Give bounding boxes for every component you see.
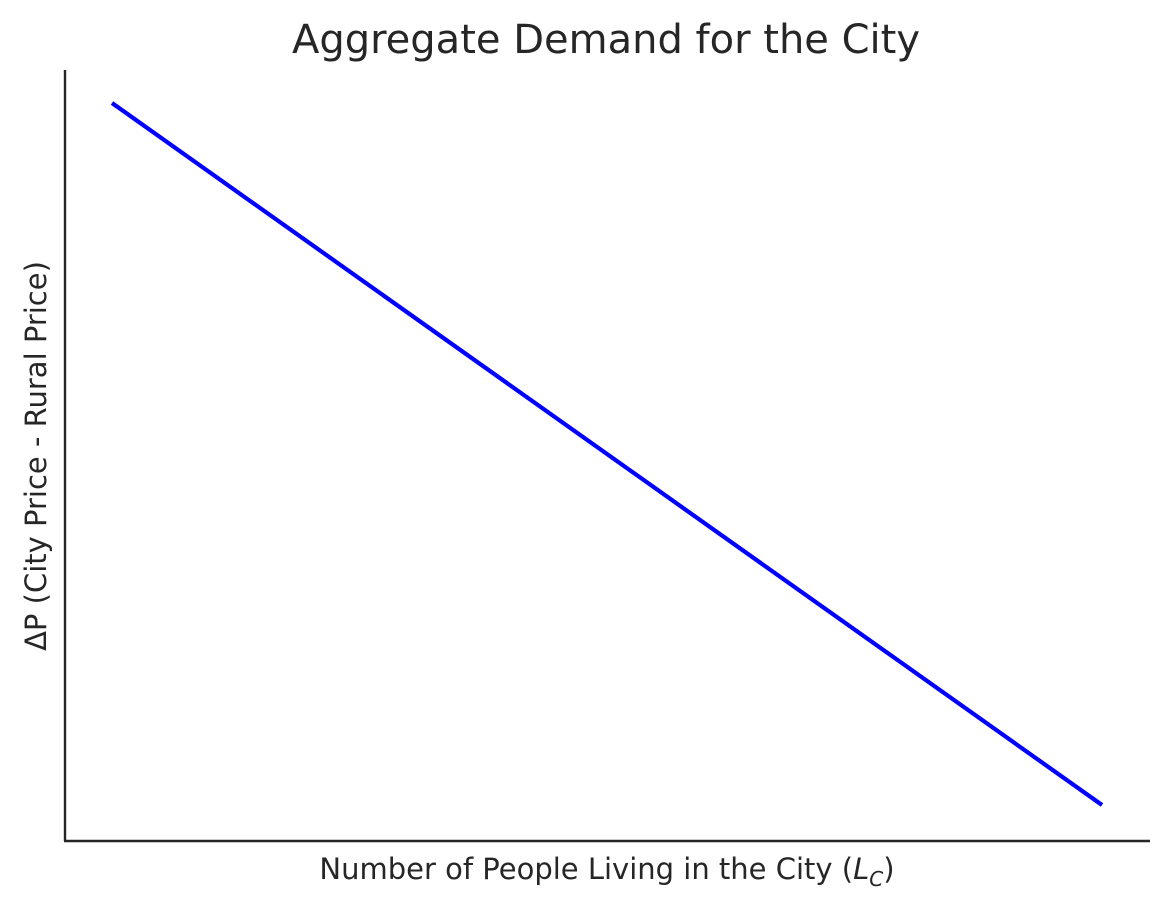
- series-layer: [110, 101, 1104, 807]
- x-axis-label-subscript: C: [869, 867, 883, 891]
- series-line-1: [110, 101, 1104, 807]
- x-axis-label-close: ): [883, 852, 894, 886]
- x-axis-label: Number of People Living in the City (LC): [319, 852, 894, 891]
- chart-title: Aggregate Demand for the City: [292, 17, 920, 63]
- x-axis-label-main: Number of People Living in the City (: [319, 852, 853, 886]
- x-axis-label-symbol: L: [853, 852, 869, 886]
- y-axis-label: ΔP (City Price - Rural Price): [19, 261, 53, 651]
